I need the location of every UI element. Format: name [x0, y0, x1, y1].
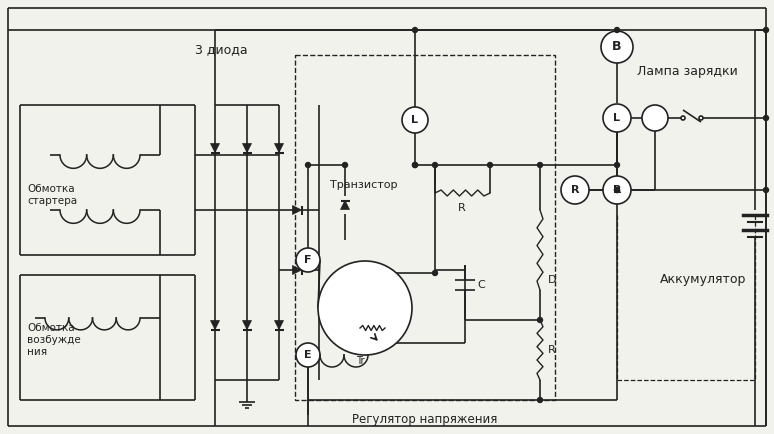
- Polygon shape: [275, 144, 283, 152]
- Circle shape: [402, 107, 428, 133]
- Circle shape: [537, 162, 543, 168]
- Polygon shape: [211, 144, 220, 152]
- Circle shape: [488, 162, 492, 168]
- Text: L: L: [412, 115, 419, 125]
- Circle shape: [642, 105, 668, 131]
- Text: B: B: [612, 40, 622, 53]
- Text: Обмотка
возбужде
ния: Обмотка возбужде ния: [27, 323, 80, 357]
- Circle shape: [763, 27, 769, 33]
- Circle shape: [343, 162, 348, 168]
- Circle shape: [561, 176, 589, 204]
- Text: Обмотка
стартера: Обмотка стартера: [27, 184, 77, 206]
- Polygon shape: [293, 206, 302, 214]
- Polygon shape: [242, 144, 252, 152]
- Polygon shape: [275, 320, 283, 329]
- Circle shape: [615, 187, 619, 193]
- Polygon shape: [242, 320, 252, 329]
- Text: Транзистор: Транзистор: [330, 180, 398, 190]
- Circle shape: [537, 398, 543, 402]
- Text: Лампа зарядки: Лампа зарядки: [637, 66, 738, 79]
- Text: Регулятор напряжения: Регулятор напряжения: [352, 413, 498, 426]
- Text: F: F: [304, 255, 312, 265]
- Circle shape: [296, 343, 320, 367]
- Text: Tr: Tr: [356, 356, 365, 366]
- Circle shape: [615, 27, 619, 33]
- Circle shape: [296, 248, 320, 272]
- Text: R: R: [548, 345, 556, 355]
- Circle shape: [615, 162, 619, 168]
- Text: C: C: [477, 280, 485, 290]
- Circle shape: [681, 116, 685, 120]
- Circle shape: [413, 162, 417, 168]
- Circle shape: [699, 116, 703, 120]
- Polygon shape: [293, 266, 302, 274]
- Circle shape: [413, 162, 417, 168]
- Circle shape: [763, 187, 769, 193]
- Text: D: D: [548, 275, 557, 285]
- Polygon shape: [211, 320, 220, 329]
- Circle shape: [603, 104, 631, 132]
- Text: 3 диода: 3 диода: [195, 43, 248, 56]
- Circle shape: [433, 162, 437, 168]
- Circle shape: [603, 176, 631, 204]
- Circle shape: [413, 27, 417, 33]
- Circle shape: [763, 115, 769, 121]
- Text: E: E: [304, 350, 312, 360]
- Circle shape: [615, 187, 619, 193]
- Circle shape: [306, 162, 310, 168]
- Text: R: R: [458, 203, 466, 213]
- Circle shape: [601, 31, 633, 63]
- Text: Аккумулятор: Аккумулятор: [660, 273, 746, 286]
- Circle shape: [537, 318, 543, 322]
- Text: R: R: [570, 185, 579, 195]
- Text: L: L: [614, 113, 621, 123]
- Circle shape: [318, 261, 412, 355]
- Circle shape: [433, 270, 437, 276]
- Polygon shape: [341, 201, 350, 210]
- Text: R: R: [613, 185, 622, 195]
